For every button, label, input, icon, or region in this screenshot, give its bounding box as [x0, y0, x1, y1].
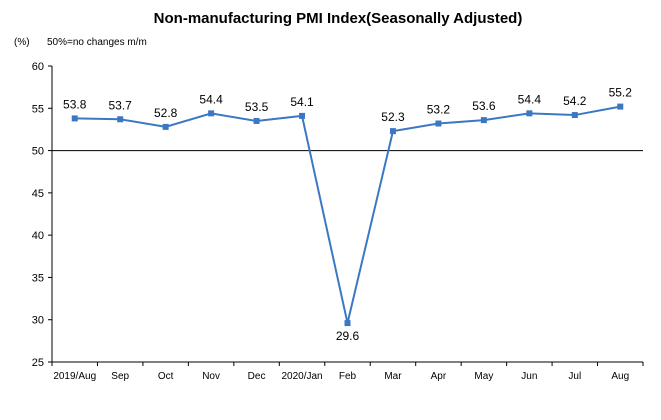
data-point-marker [435, 120, 442, 127]
y-axis-ticks: 25 30 35 40 45 50 55 60 [32, 61, 52, 369]
x-tick-label: Dec [248, 371, 266, 382]
data-point-marker [299, 112, 306, 119]
y-tick-label: 40 [32, 230, 44, 242]
x-tick-label: Nov [202, 371, 220, 382]
data-point-marker [71, 115, 78, 122]
data-label: 53.8 [63, 97, 87, 111]
data-point-marker [162, 123, 169, 130]
data-label: 55.2 [609, 86, 633, 100]
chart-title: Non-manufacturing PMI Index(Seasonally A… [154, 10, 523, 27]
data-label: 53.6 [472, 99, 496, 113]
x-tick-label: Oct [158, 371, 174, 382]
x-tick-label: Jul [568, 371, 581, 382]
x-tick-label: Aug [611, 371, 629, 382]
y-tick-label: 25 [32, 357, 44, 369]
data-point-marker [526, 110, 533, 117]
data-label: 54.1 [290, 95, 314, 109]
y-tick-label: 55 [32, 103, 44, 115]
y-axis-unit-label: (%) [14, 37, 30, 48]
data-labels: 53.8 53.7 52.8 54.4 53.5 54.1 29.6 52.3 53.2 53.6… [63, 86, 632, 344]
data-label: 52.3 [381, 110, 405, 124]
x-tick-label: Feb [339, 371, 357, 382]
y-tick-label: 50 [32, 146, 44, 158]
data-label: 54.4 [518, 92, 542, 106]
reference-note: 50%=no changes m/m [47, 37, 147, 48]
x-tick-label: Apr [431, 371, 447, 382]
y-tick-label: 35 [32, 272, 44, 284]
x-tick-label: 2019/Aug [53, 371, 96, 382]
data-point-marker [617, 103, 624, 110]
y-tick-label: 30 [32, 315, 44, 327]
data-label: 52.8 [154, 106, 178, 120]
y-tick-label: 60 [32, 61, 44, 73]
data-point-marker [480, 117, 487, 124]
data-point-marker [344, 320, 351, 327]
data-label: 53.5 [245, 100, 269, 114]
series-line [74, 105, 621, 324]
data-point-marker [571, 112, 578, 119]
x-tick-label: Jun [521, 371, 537, 382]
data-point-marker [253, 117, 260, 124]
data-point-marker [117, 116, 124, 123]
x-tick-label: May [474, 371, 493, 382]
x-tick-label: 2020/Jan [281, 371, 322, 382]
y-tick-label: 45 [32, 188, 44, 200]
data-label: 29.6 [336, 329, 360, 343]
data-label: 54.2 [563, 94, 587, 108]
x-axis-ticks: 2019/Aug Sep Oct Nov Dec 2020/Jan Feb Mar Apr May… [51, 362, 644, 382]
data-points [71, 103, 624, 327]
data-label: 53.2 [427, 103, 451, 117]
data-point-marker [389, 128, 396, 135]
data-point-marker [208, 110, 215, 117]
data-label: 54.4 [199, 92, 223, 106]
x-tick-label: Mar [384, 371, 402, 382]
x-tick-label: Sep [111, 371, 129, 382]
data-label: 53.7 [109, 98, 133, 112]
